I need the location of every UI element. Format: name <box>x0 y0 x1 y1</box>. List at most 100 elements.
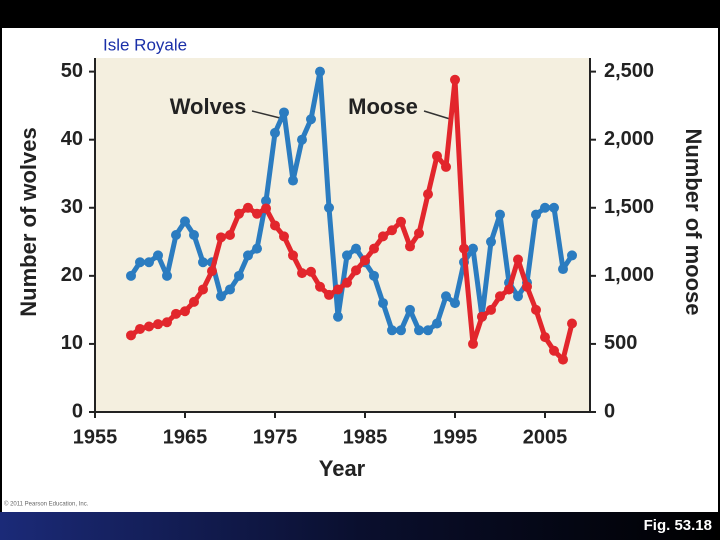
data-point <box>432 318 442 329</box>
data-point <box>198 257 208 268</box>
data-point <box>162 270 172 281</box>
data-point <box>189 296 199 307</box>
data-point <box>495 209 505 220</box>
data-point <box>567 250 577 261</box>
data-point <box>324 289 334 300</box>
data-point <box>171 308 181 319</box>
data-point <box>153 250 163 261</box>
data-point <box>135 257 145 268</box>
data-point <box>135 323 145 334</box>
data-point <box>423 189 433 200</box>
data-point <box>216 232 226 243</box>
data-point <box>387 225 397 236</box>
data-point <box>306 114 316 125</box>
x-tick-label: 1955 <box>73 426 118 448</box>
data-point <box>495 291 505 302</box>
data-point <box>234 270 244 281</box>
data-point <box>261 203 271 214</box>
annotation: Wolves <box>170 94 247 119</box>
data-point <box>297 268 307 279</box>
data-point <box>360 255 370 266</box>
data-point <box>468 338 478 349</box>
data-point <box>270 220 280 231</box>
y-axis-label: Number of wolves <box>16 127 41 316</box>
data-point <box>225 230 235 240</box>
copyright: © 2011 Pearson Education, Inc. <box>4 501 89 508</box>
data-point <box>369 243 379 254</box>
data-point <box>162 317 172 328</box>
slide-label: Isle Royale <box>103 35 187 54</box>
y-tick-label: 10 <box>61 332 83 354</box>
data-point <box>180 216 190 227</box>
data-point <box>243 250 253 261</box>
data-point <box>468 243 478 254</box>
data-point <box>486 236 496 247</box>
y2-tick-label: 2,000 <box>604 128 654 150</box>
data-point <box>207 266 217 277</box>
leader-line <box>251 110 281 119</box>
figure-label: Fig. 53.18 <box>644 517 712 534</box>
data-point <box>351 265 361 276</box>
data-point <box>450 74 460 85</box>
data-point <box>297 134 307 145</box>
data-point <box>342 277 352 288</box>
y2-tick-label: 500 <box>604 332 637 354</box>
data-point <box>261 195 271 206</box>
data-point <box>405 241 415 252</box>
data-point <box>549 345 559 356</box>
data-point <box>198 284 208 295</box>
data-point <box>558 354 568 365</box>
y-tick-label: 40 <box>61 128 83 150</box>
data-point <box>558 264 568 275</box>
data-point <box>405 304 415 315</box>
y-tick-label: 50 <box>61 60 83 82</box>
data-point <box>126 330 136 341</box>
data-point <box>450 298 460 309</box>
data-point <box>144 257 154 268</box>
data-point <box>306 266 316 277</box>
data-point <box>513 254 523 265</box>
data-point <box>522 281 532 292</box>
data-point <box>153 319 163 330</box>
data-point <box>225 284 235 295</box>
data-point <box>378 231 388 242</box>
data-point <box>252 243 262 254</box>
data-point <box>270 127 280 138</box>
data-point <box>531 304 541 315</box>
data-point <box>243 202 253 213</box>
data-point <box>279 107 289 118</box>
data-point <box>333 311 343 322</box>
data-point <box>414 228 424 239</box>
y2-tick-label: 0 <box>604 400 615 422</box>
data-point <box>540 332 550 343</box>
data-point <box>351 243 361 254</box>
annotation: Moose <box>348 94 418 119</box>
y-tick-label: 30 <box>61 196 83 218</box>
data-point <box>549 202 559 213</box>
data-point <box>531 209 541 220</box>
y-tick-label: 20 <box>61 264 83 286</box>
data-point <box>333 284 343 295</box>
data-point <box>369 270 379 281</box>
data-point <box>477 311 487 322</box>
data-point <box>324 202 334 213</box>
leader-line <box>423 110 451 120</box>
data-point <box>234 208 244 219</box>
x-tick-label: 1975 <box>253 426 298 448</box>
data-point <box>189 230 199 240</box>
y2-tick-label: 1,000 <box>604 264 654 286</box>
data-point <box>252 208 262 219</box>
y2-tick-label: 1,500 <box>604 196 654 218</box>
data-point <box>396 216 406 227</box>
data-point <box>396 325 406 336</box>
data-point <box>432 151 442 162</box>
data-point <box>144 321 154 332</box>
data-point <box>342 250 352 261</box>
data-point <box>441 161 451 172</box>
data-point <box>459 243 469 254</box>
data-point <box>414 325 424 336</box>
data-point <box>540 202 550 213</box>
x-tick-label: 1995 <box>433 426 478 448</box>
